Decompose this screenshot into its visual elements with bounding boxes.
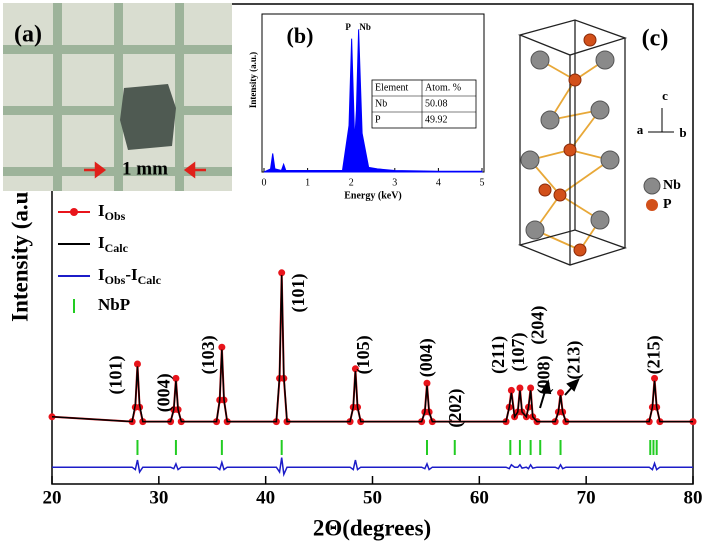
table-cell: 49.92 (425, 114, 448, 125)
peak-label: (004) (416, 338, 437, 377)
x-tick-label: 1 (305, 177, 310, 188)
sample-crystal (120, 84, 176, 150)
y-axis-title: Intensity (a.u.) (7, 178, 32, 322)
peak-label: (101) (105, 356, 126, 395)
panel-label: (a) (14, 22, 42, 48)
axis-b: b (679, 125, 686, 140)
legend-nb-swatch (644, 178, 660, 194)
peak-label: Nb (359, 22, 371, 32)
x-tick-label: 70 (577, 487, 596, 508)
peak-label: P (345, 22, 351, 32)
legend-label-part: Calc (138, 273, 162, 287)
table-header: Atom. % (425, 82, 461, 93)
x-tick-label: 40 (256, 487, 275, 508)
peak-label: (105) (353, 335, 374, 374)
panel-label: (b) (287, 23, 314, 48)
table-cell: Nb (375, 98, 387, 109)
legend-marker (70, 208, 78, 216)
x-tick-label: 5 (480, 177, 485, 188)
x-tick-label: 80 (684, 487, 703, 508)
axis-a: a (637, 122, 644, 137)
x-tick-label: 0 (262, 177, 267, 188)
table-cell: 50.08 (425, 98, 448, 109)
figure: 203040506070802Θ(degrees)Intensity (a.u.… (0, 0, 708, 546)
table-cell: P (375, 114, 381, 125)
x-tick-label: 50 (363, 487, 382, 508)
x-tick-label: 4 (436, 177, 441, 188)
x-tick-label: 20 (43, 487, 62, 508)
legend-nb: Nb (663, 178, 681, 193)
table-header: Element (375, 82, 409, 93)
legend-p-swatch (646, 199, 658, 211)
y-axis-title: Intensity (a.u.) (248, 52, 258, 108)
peak-label: (107) (508, 333, 529, 372)
legend-p: P (663, 197, 672, 212)
panel-label: (c) (642, 26, 669, 52)
x-axis-title: 2Θ(degrees) (313, 515, 431, 540)
peak-label: (202) (445, 389, 466, 428)
peak-label: (103) (198, 335, 219, 374)
inset-photo: (a) 1 mm (3, 3, 232, 191)
peak-label: (213) (564, 341, 585, 380)
scale-bar-label: 1 mm (122, 158, 168, 179)
legend-label-part: -I (125, 265, 138, 284)
peak-label: (101) (288, 273, 309, 312)
peak-label: (211) (488, 336, 509, 374)
peak-label: (204) (527, 306, 548, 345)
peak-label: (215) (644, 335, 665, 374)
x-axis-title: Energy (keV) (344, 190, 402, 201)
axis-c: c (662, 88, 668, 103)
legend-label: NbP (98, 295, 130, 314)
x-tick-label: 3 (392, 177, 397, 188)
eds-chart: 0 1 2 3 4 5 Energy (keV) Intensity (a.u.) P Nb (b)… (246, 8, 490, 204)
peak-label: (004) (153, 373, 174, 412)
x-tick-label: 30 (149, 487, 168, 508)
legend-label-part: Obs (105, 209, 126, 223)
legend-label-part: Obs (105, 273, 126, 287)
x-tick-label: 60 (470, 487, 489, 508)
legend-label-part: Calc (105, 241, 129, 255)
x-tick-label: 2 (349, 177, 354, 188)
